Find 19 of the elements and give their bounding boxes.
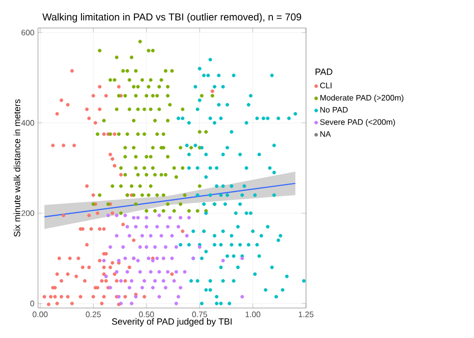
x-tick-label: 1.25 xyxy=(298,312,314,318)
x-tick-label: 0.25 xyxy=(86,312,101,318)
y-tick-label: 200 xyxy=(22,210,34,216)
y-tick-label: 0 xyxy=(30,300,34,306)
legend-label: Moderate PAD (>200m) xyxy=(320,94,404,102)
x-tick-label: 1.00 xyxy=(246,312,260,318)
x-tick-label: 0.75 xyxy=(192,312,208,318)
legend-label: NA xyxy=(320,131,331,137)
y-tick-label: 400 xyxy=(21,120,34,126)
legend-label: CLI xyxy=(320,82,332,88)
y-tick-label: 600 xyxy=(22,30,34,36)
legend-title: PAD xyxy=(316,68,332,75)
chart-title: Walking limitation in PAD vs TBI (outlier removed), n = 709 xyxy=(42,13,302,22)
legend-label: No PAD xyxy=(320,106,348,113)
x-tick-label: 0.50 xyxy=(139,312,154,318)
x-tick-label: 0.00 xyxy=(32,312,48,318)
y-axis-title: Six minute walk distance in meters xyxy=(14,99,20,237)
x-axis-title: Severity of PAD judged by TBI xyxy=(112,318,232,326)
legend-label: Severe PAD (<200m) xyxy=(320,118,395,126)
